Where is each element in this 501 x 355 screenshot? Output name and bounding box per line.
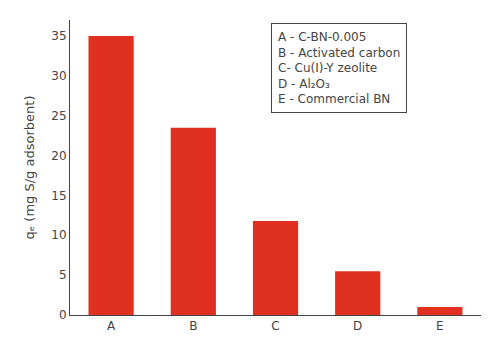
svg-text:20: 20 <box>51 149 66 163</box>
svg-text:25: 25 <box>51 109 66 123</box>
svg-text:qₑ (mg S/g adsorbent): qₑ (mg S/g adsorbent) <box>22 96 37 240</box>
svg-text:D: D <box>353 319 362 333</box>
svg-text:5: 5 <box>59 268 67 282</box>
svg-text:A: A <box>107 319 116 333</box>
svg-text:15: 15 <box>51 189 66 203</box>
svg-text:A - C-BN-0.005B - Activated ca: A - C-BN-0.005B - Activated carbonC- Cu(… <box>278 30 400 106</box>
svg-text:0: 0 <box>59 308 67 322</box>
svg-text:10: 10 <box>51 228 66 242</box>
svg-text:E: E <box>436 319 444 333</box>
svg-text:B: B <box>189 319 197 333</box>
svg-text:30: 30 <box>51 69 66 83</box>
svg-text:35: 35 <box>51 29 66 43</box>
svg-text:C: C <box>271 319 279 333</box>
